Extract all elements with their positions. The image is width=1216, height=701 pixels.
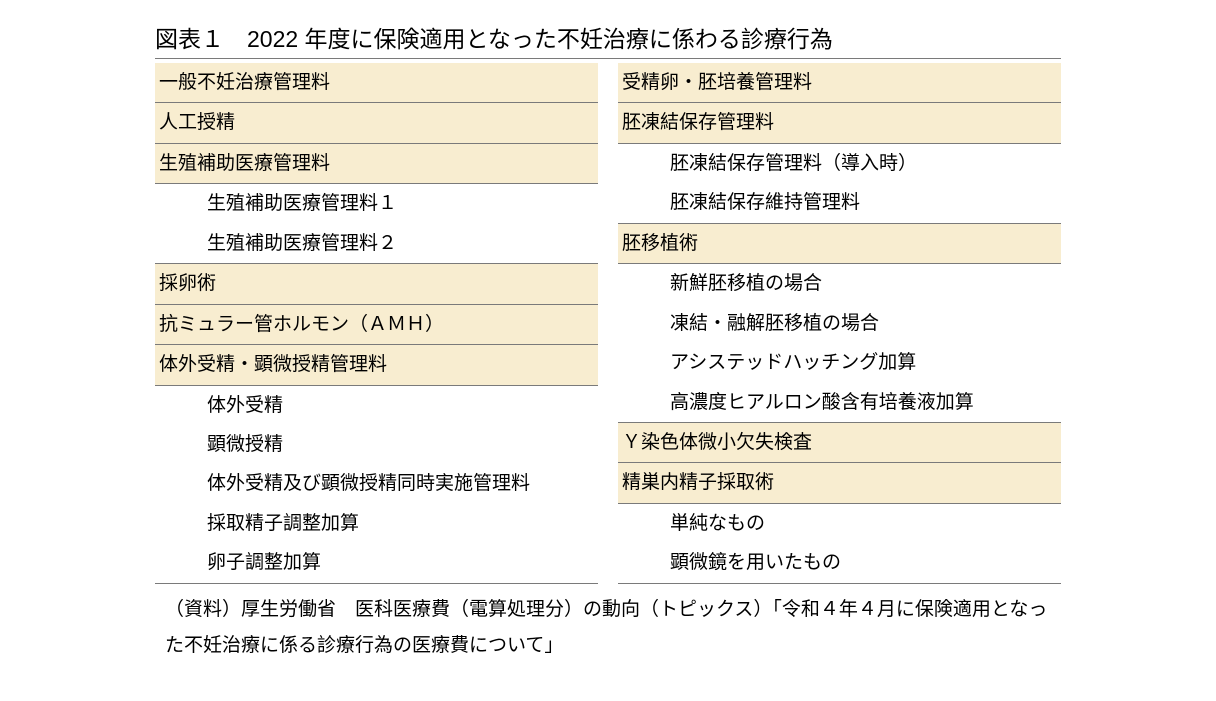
table-row: 顕微授精 bbox=[155, 425, 598, 464]
table-row: 新鮮胚移植の場合 bbox=[618, 264, 1061, 303]
table-row: 体外受精及び顕微授精同時実施管理料 bbox=[155, 464, 598, 503]
table-row: 生殖補助医療管理料１ bbox=[155, 184, 598, 223]
left-column: 一般不妊治療管理料人工授精生殖補助医療管理料生殖補助医療管理料１生殖補助医療管理… bbox=[155, 63, 598, 584]
table-row: 顕微鏡を用いたもの bbox=[618, 543, 1061, 583]
table-row: 採卵術 bbox=[155, 264, 598, 304]
table-row: 一般不妊治療管理料 bbox=[155, 63, 598, 103]
table-row: 人工授精 bbox=[155, 103, 598, 143]
table-row: 生殖補助医療管理料２ bbox=[155, 224, 598, 264]
table-row: アシステッドハッチング加算 bbox=[618, 343, 1061, 382]
table-row: 高濃度ヒアルロン酸含有培養液加算 bbox=[618, 383, 1061, 423]
table-row: 胚凍結保存管理料 bbox=[618, 103, 1061, 143]
table-row: Ｙ染色体微小欠失検査 bbox=[618, 423, 1061, 463]
table-row: 精巣内精子採取術 bbox=[618, 463, 1061, 503]
table-row: 体外受精 bbox=[155, 386, 598, 425]
table-row: 胚移植術 bbox=[618, 224, 1061, 264]
table-row: 凍結・融解胚移植の場合 bbox=[618, 304, 1061, 343]
table-row: 抗ミュラー管ホルモン（ＡＭＨ） bbox=[155, 305, 598, 345]
table-row: 体外受精・顕微授精管理料 bbox=[155, 345, 598, 385]
table-row: 単純なもの bbox=[618, 504, 1061, 543]
right-column: 受精卵・胚培養管理料胚凍結保存管理料胚凍結保存管理料（導入時）胚凍結保存維持管理… bbox=[618, 63, 1061, 584]
table-row: 受精卵・胚培養管理料 bbox=[618, 63, 1061, 103]
table-title: 図表１ 2022 年度に保険適用となった不妊治療に係わる診療行為 bbox=[155, 20, 1061, 59]
table-row: 胚凍結保存管理料（導入時） bbox=[618, 144, 1061, 183]
table-row: 胚凍結保存維持管理料 bbox=[618, 183, 1061, 223]
table-row: 卵子調整加算 bbox=[155, 543, 598, 583]
table-columns: 一般不妊治療管理料人工授精生殖補助医療管理料生殖補助医療管理料１生殖補助医療管理… bbox=[155, 63, 1061, 584]
table-row: 採取精子調整加算 bbox=[155, 504, 598, 543]
source-note: （資料）厚生労働省 医科医療費（電算処理分）の動向（トピックス）「令和４年４月に… bbox=[155, 592, 1061, 664]
table-row: 生殖補助医療管理料 bbox=[155, 144, 598, 184]
